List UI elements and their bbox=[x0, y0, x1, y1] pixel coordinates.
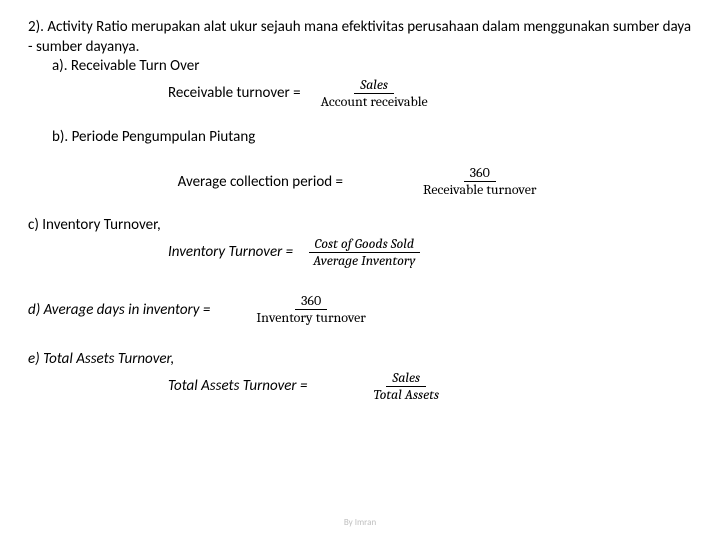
frac-c-num: Cost of Goods Sold bbox=[309, 236, 421, 253]
frac-b-den: Receivable turnover bbox=[417, 182, 542, 198]
frac-e-num: Sales bbox=[386, 370, 426, 387]
item-d-formula: d) Average days in inventory = 360 Inven… bbox=[28, 293, 692, 326]
label-c: Inventory Turnover = bbox=[168, 243, 293, 261]
heading-b: b). Periode Pengumpulan Piutang bbox=[52, 128, 255, 146]
intro-line: 2). Activity Ratio merupakan alat ukur s… bbox=[28, 18, 692, 57]
intro-number: 2). bbox=[28, 18, 47, 36]
item-b-formula: Average collection period = 360 Receivab… bbox=[28, 165, 692, 198]
frac-b-num: 360 bbox=[464, 165, 496, 182]
fraction-a: Sales Account receivable bbox=[315, 77, 434, 110]
fraction-b: 360 Receivable turnover bbox=[417, 165, 542, 198]
frac-c-den: Average Inventory bbox=[307, 253, 421, 269]
item-e-heading: e) Total Assets Turnover, bbox=[28, 350, 692, 370]
fraction-c: Cost of Goods Sold Average Inventory bbox=[307, 236, 421, 269]
heading-a: a). Receivable Turn Over bbox=[52, 57, 199, 75]
heading-d-inline: d) Average days in inventory = bbox=[28, 301, 210, 319]
item-c-formula: Inventory Turnover = Cost of Goods Sold … bbox=[168, 236, 692, 269]
frac-e-den: Total Assets bbox=[367, 387, 445, 403]
item-b-heading: b). Periode Pengumpulan Piutang bbox=[52, 128, 692, 148]
frac-a-den: Account receivable bbox=[315, 94, 434, 110]
label-a: Receivable turnover = bbox=[168, 84, 301, 102]
intro-term: Activity Ratio bbox=[47, 18, 127, 36]
fraction-e: Sales Total Assets bbox=[367, 370, 445, 403]
intro-rest: merupakan alat ukur sejauh mana efektivi… bbox=[28, 18, 691, 56]
footer-credit: By Imran bbox=[0, 517, 720, 528]
heading-d: d) Average days in inventory bbox=[28, 301, 199, 319]
frac-d-den: Inventory turnover bbox=[250, 310, 372, 326]
label-d: = bbox=[199, 301, 210, 319]
heading-e: e) Total Assets Turnover, bbox=[28, 350, 174, 368]
frac-d-num: 360 bbox=[295, 293, 327, 310]
label-b: Average collection period = bbox=[178, 173, 343, 191]
item-c-heading: c) Inventory Turnover, bbox=[28, 216, 692, 236]
item-a-heading: a). Receivable Turn Over bbox=[52, 57, 692, 77]
label-e: Total Assets Turnover = bbox=[168, 377, 307, 395]
item-a-formula: Receivable turnover = Sales Account rece… bbox=[168, 77, 692, 110]
frac-a-num: Sales bbox=[354, 77, 394, 94]
item-e-formula: Total Assets Turnover = Sales Total Asse… bbox=[168, 370, 692, 403]
fraction-d: 360 Inventory turnover bbox=[250, 293, 372, 326]
heading-c: c) Inventory Turnover, bbox=[28, 216, 161, 234]
